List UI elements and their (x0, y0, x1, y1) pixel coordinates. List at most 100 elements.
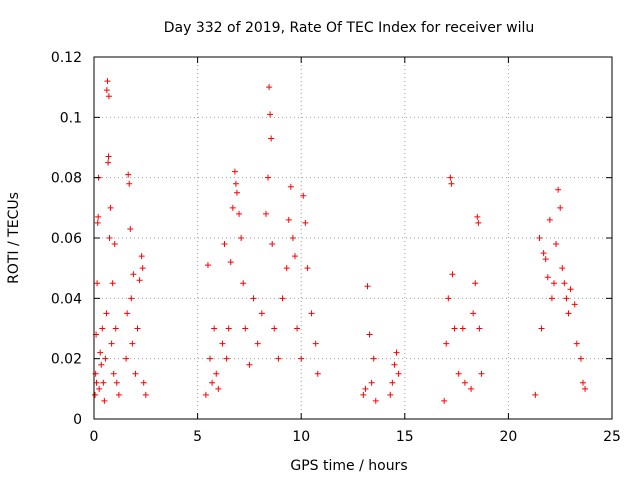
data-point (579, 379, 586, 386)
data-point (204, 262, 211, 269)
data-point (370, 355, 377, 362)
data-point (461, 379, 468, 386)
data-point (109, 280, 116, 287)
x-tick-label: 20 (499, 429, 517, 445)
data-point (291, 253, 298, 260)
data-point (111, 241, 118, 248)
data-point (283, 265, 290, 272)
data-point (225, 325, 232, 332)
y-axis-label: ROTI / TECUs (6, 192, 22, 284)
data-point (233, 189, 240, 196)
data-point (548, 295, 555, 302)
data-point (289, 235, 296, 241)
data-point (105, 159, 112, 166)
data-point (126, 180, 133, 187)
y-tick-label: 0.12 (51, 50, 82, 66)
data-point (254, 340, 261, 347)
y-tick-label: 0 (73, 412, 82, 428)
data-point (238, 235, 245, 241)
data-point (142, 391, 149, 398)
data-point (451, 325, 458, 332)
data-point (99, 325, 106, 332)
data-point (550, 280, 557, 287)
data-point (271, 325, 278, 332)
data-point (110, 370, 117, 377)
data-point (362, 385, 369, 392)
data-point (267, 111, 274, 118)
x-tick-label: 25 (603, 429, 621, 445)
data-point (559, 265, 566, 272)
data-point (127, 225, 134, 232)
data-point (567, 286, 574, 293)
data-point (132, 370, 139, 377)
data-point (95, 213, 102, 220)
data-point (393, 349, 400, 356)
data-point (308, 310, 315, 317)
data-point (231, 168, 238, 175)
data-point (266, 84, 273, 91)
data-point (314, 370, 321, 377)
data-point (227, 259, 234, 266)
data-point (94, 280, 101, 287)
data-point (443, 340, 450, 347)
data-point (455, 370, 462, 377)
data-point (98, 361, 105, 368)
data-point (258, 310, 265, 317)
data-point (223, 355, 230, 362)
data-point (582, 385, 589, 392)
data-point (130, 271, 137, 278)
data-point (202, 391, 209, 398)
data-point (368, 379, 375, 386)
data-point (113, 379, 120, 386)
data-point (577, 355, 584, 362)
axis-ticks (93, 56, 613, 420)
data-point (240, 280, 247, 287)
chart-title: Day 332 of 2019, Rate Of TEC Index for r… (164, 20, 534, 36)
data-point (115, 391, 122, 398)
data-point (124, 310, 131, 317)
x-tick-label: 10 (292, 429, 310, 445)
data-point (571, 301, 578, 308)
data-point (459, 325, 466, 332)
data-point (474, 213, 481, 220)
data-point (449, 271, 456, 278)
data-point (215, 385, 222, 392)
data-point (268, 135, 275, 142)
data-point (448, 180, 455, 187)
data-point (242, 325, 249, 332)
y-tick-labels: 0 0.02 0.04 0.06 0.08 0.1 0.12 (51, 50, 82, 428)
data-point (100, 379, 107, 386)
data-point (468, 385, 475, 392)
data-point (563, 295, 570, 302)
data-point (565, 310, 572, 317)
data-point (138, 253, 145, 260)
data-point (470, 310, 477, 317)
data-point (101, 397, 108, 404)
data-point (364, 283, 371, 290)
data-point (387, 391, 394, 398)
data-point (229, 204, 236, 211)
data-point (236, 210, 243, 217)
data-point (275, 355, 282, 362)
data-point (92, 391, 99, 398)
data-point (557, 204, 564, 211)
data-point (211, 325, 218, 332)
data-point (360, 391, 367, 398)
data-point (561, 280, 568, 287)
x-axis-label: GPS time / hours (290, 458, 407, 474)
data-point (265, 174, 272, 181)
data-point (140, 379, 147, 386)
data-point (250, 295, 257, 302)
data-point (532, 391, 539, 398)
data-point (106, 235, 113, 241)
data-point (536, 235, 543, 241)
y-tick-label: 0.06 (51, 231, 82, 247)
data-point (304, 265, 311, 272)
data-point (553, 241, 560, 248)
y-tick-label: 0.1 (60, 110, 82, 126)
x-tick-labels: 0 5 10 15 20 25 (90, 429, 621, 445)
data-point (298, 355, 305, 362)
data-point (232, 180, 239, 187)
data-point (366, 331, 373, 338)
